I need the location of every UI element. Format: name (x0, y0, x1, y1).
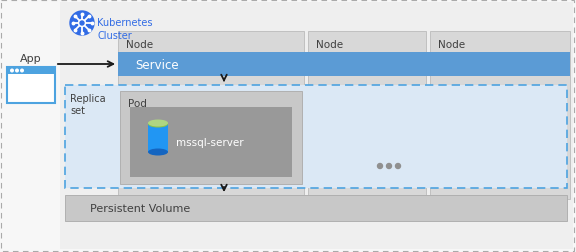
Bar (130, 108, 292, 177)
Bar (118, 53, 570, 77)
Bar (120, 92, 302, 184)
Circle shape (377, 164, 382, 169)
Text: Replica
set: Replica set (70, 94, 105, 116)
Circle shape (396, 164, 400, 169)
Bar (7, 68, 55, 104)
Ellipse shape (148, 120, 168, 127)
Bar (148, 124, 168, 152)
Bar (60, 3, 573, 249)
Bar (308, 32, 426, 199)
Text: Node: Node (316, 40, 343, 50)
Text: Persistent Volume: Persistent Volume (90, 203, 190, 213)
Circle shape (386, 164, 392, 169)
Circle shape (80, 22, 84, 26)
Circle shape (70, 12, 94, 36)
Text: Kubernetes
Cluster: Kubernetes Cluster (97, 18, 153, 41)
Text: Node: Node (126, 40, 153, 50)
Ellipse shape (148, 149, 168, 156)
Bar (65, 86, 567, 188)
Circle shape (21, 70, 23, 73)
Bar (430, 32, 570, 199)
Bar (7, 68, 55, 75)
Bar (65, 195, 567, 221)
Text: mssql-server: mssql-server (176, 137, 244, 147)
Circle shape (11, 70, 13, 73)
Circle shape (78, 20, 85, 27)
Text: Node: Node (438, 40, 465, 50)
Bar (118, 32, 304, 199)
Circle shape (16, 70, 18, 73)
Text: Pod: Pod (128, 99, 147, 109)
Ellipse shape (148, 121, 168, 128)
Text: App: App (20, 54, 42, 64)
Text: Service: Service (135, 58, 179, 71)
